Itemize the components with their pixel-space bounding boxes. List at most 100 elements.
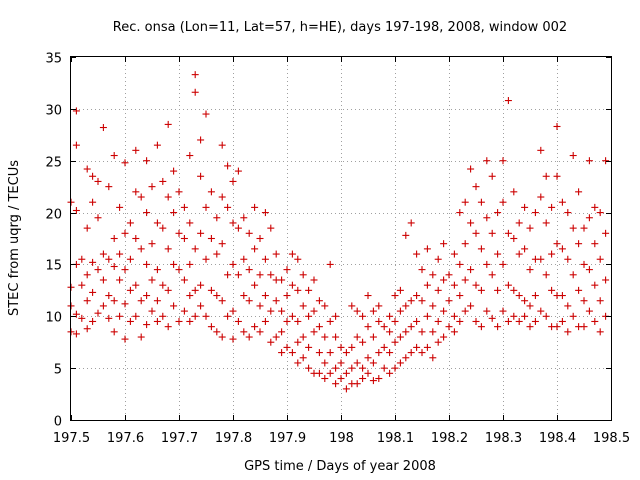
data-point — [580, 297, 588, 305]
data-point — [429, 271, 437, 279]
data-point — [110, 328, 118, 336]
data-point — [580, 323, 588, 331]
data-point — [170, 260, 178, 268]
data-point — [159, 281, 167, 289]
data-point — [175, 317, 183, 325]
data-point — [116, 250, 124, 258]
data-point — [110, 152, 118, 160]
data-point — [89, 198, 97, 206]
data-point — [272, 297, 280, 305]
data-point — [180, 203, 188, 211]
data-point — [499, 260, 507, 268]
data-point — [121, 229, 129, 237]
data-point — [99, 250, 107, 258]
data-point — [472, 281, 480, 289]
data-point — [542, 172, 550, 180]
data-point — [137, 333, 145, 341]
data-point — [472, 183, 480, 191]
data-point — [89, 258, 97, 266]
data-point — [283, 317, 291, 325]
data-point — [170, 302, 178, 310]
data-point — [213, 328, 221, 336]
data-point — [137, 245, 145, 253]
data-point — [94, 177, 102, 185]
data-point — [321, 375, 329, 383]
data-point — [396, 307, 404, 315]
data-point — [353, 380, 361, 388]
data-point — [126, 219, 134, 227]
data-point — [569, 312, 577, 320]
data-point — [72, 206, 80, 214]
chart-title: Rec. onsa (Lon=11, Lat=57, h=HE), days 1… — [113, 20, 567, 35]
data-point — [94, 214, 102, 222]
data-point — [537, 193, 545, 201]
data-point — [380, 364, 388, 372]
data-point — [159, 224, 167, 232]
data-point — [380, 323, 388, 331]
data-point — [515, 292, 523, 300]
data-point — [348, 364, 356, 372]
data-point — [99, 276, 107, 284]
data-point — [170, 209, 178, 217]
data-point — [472, 317, 480, 325]
data-point — [207, 286, 215, 294]
data-point — [143, 292, 151, 300]
data-point — [294, 286, 302, 294]
data-point — [164, 245, 172, 253]
data-point — [310, 307, 318, 315]
data-point — [488, 229, 496, 237]
data-point — [299, 354, 307, 362]
data-point — [342, 385, 350, 393]
data-point — [504, 229, 512, 237]
data-point — [445, 271, 453, 279]
data-point — [321, 333, 329, 341]
data-point — [72, 141, 80, 149]
data-point — [477, 323, 485, 331]
data-point — [348, 343, 356, 351]
data-point — [553, 172, 561, 180]
data-point — [288, 312, 296, 320]
data-point — [299, 302, 307, 310]
x-tick-label: 197.6 — [107, 431, 144, 446]
data-point — [294, 359, 302, 367]
data-point — [245, 297, 253, 305]
data-point — [191, 88, 199, 96]
data-point — [121, 159, 129, 167]
data-point — [515, 219, 523, 227]
data-point — [483, 214, 491, 222]
data-point — [386, 312, 394, 320]
data-point — [558, 292, 566, 300]
data-point — [461, 198, 469, 206]
data-point — [294, 255, 302, 263]
data-point — [148, 240, 156, 248]
data-point — [72, 107, 80, 115]
data-point — [375, 317, 383, 325]
data-point — [504, 97, 512, 105]
data-point — [283, 292, 291, 300]
data-point — [450, 250, 458, 258]
data-point — [148, 276, 156, 284]
data-point — [364, 369, 372, 377]
data-point — [143, 157, 151, 165]
data-point — [456, 292, 464, 300]
data-point — [315, 297, 323, 305]
data-point — [353, 333, 361, 341]
y-tick-label: 15 — [45, 259, 62, 274]
data-point — [251, 281, 259, 289]
data-point — [456, 260, 464, 268]
data-point — [294, 317, 302, 325]
data-point — [526, 224, 534, 232]
data-point — [407, 297, 415, 305]
data-point — [531, 317, 539, 325]
data-point — [272, 250, 280, 258]
data-point — [186, 292, 194, 300]
data-point — [83, 325, 91, 333]
data-point — [494, 323, 502, 331]
data-point — [159, 312, 167, 320]
data-point — [267, 338, 275, 346]
data-point — [229, 335, 237, 343]
data-point — [278, 307, 286, 315]
data-point — [321, 359, 329, 367]
data-point — [510, 312, 518, 320]
data-point — [456, 317, 464, 325]
